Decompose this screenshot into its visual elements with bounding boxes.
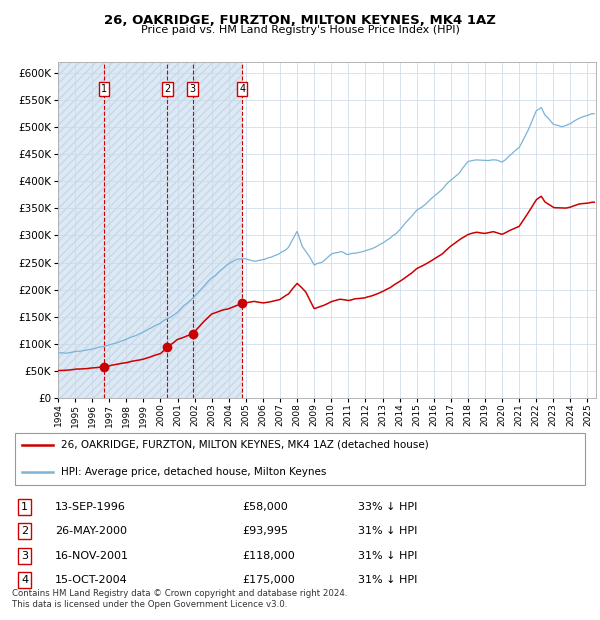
Text: 31% ↓ HPI: 31% ↓ HPI [358, 526, 417, 536]
Text: 3: 3 [21, 551, 28, 560]
Text: 33% ↓ HPI: 33% ↓ HPI [358, 502, 417, 512]
Text: 1: 1 [21, 502, 28, 512]
Text: 4: 4 [21, 575, 28, 585]
Text: 3: 3 [190, 84, 196, 94]
Text: 26, OAKRIDGE, FURZTON, MILTON KEYNES, MK4 1AZ: 26, OAKRIDGE, FURZTON, MILTON KEYNES, MK… [104, 14, 496, 27]
Text: This data is licensed under the Open Government Licence v3.0.: This data is licensed under the Open Gov… [12, 600, 287, 609]
Text: 31% ↓ HPI: 31% ↓ HPI [358, 575, 417, 585]
Text: 13-SEP-1996: 13-SEP-1996 [55, 502, 126, 512]
Text: 16-NOV-2001: 16-NOV-2001 [55, 551, 129, 560]
Text: Contains HM Land Registry data © Crown copyright and database right 2024.: Contains HM Land Registry data © Crown c… [12, 589, 347, 598]
Text: £58,000: £58,000 [242, 502, 288, 512]
Text: 2: 2 [164, 84, 170, 94]
FancyBboxPatch shape [15, 433, 585, 485]
Bar [58, 62, 242, 398]
Bar [58, 62, 242, 398]
Text: 15-OCT-2004: 15-OCT-2004 [55, 575, 128, 585]
Text: 26-MAY-2000: 26-MAY-2000 [55, 526, 127, 536]
Text: £93,995: £93,995 [242, 526, 289, 536]
Text: £118,000: £118,000 [242, 551, 295, 560]
Text: 1: 1 [101, 84, 107, 94]
Text: 26, OAKRIDGE, FURZTON, MILTON KEYNES, MK4 1AZ (detached house): 26, OAKRIDGE, FURZTON, MILTON KEYNES, MK… [61, 440, 429, 450]
Text: HPI: Average price, detached house, Milton Keynes: HPI: Average price, detached house, Milt… [61, 467, 326, 477]
Text: 31% ↓ HPI: 31% ↓ HPI [358, 551, 417, 560]
Text: £175,000: £175,000 [242, 575, 295, 585]
Text: Price paid vs. HM Land Registry's House Price Index (HPI): Price paid vs. HM Land Registry's House … [140, 25, 460, 35]
Text: 4: 4 [239, 84, 245, 94]
Text: 2: 2 [21, 526, 28, 536]
